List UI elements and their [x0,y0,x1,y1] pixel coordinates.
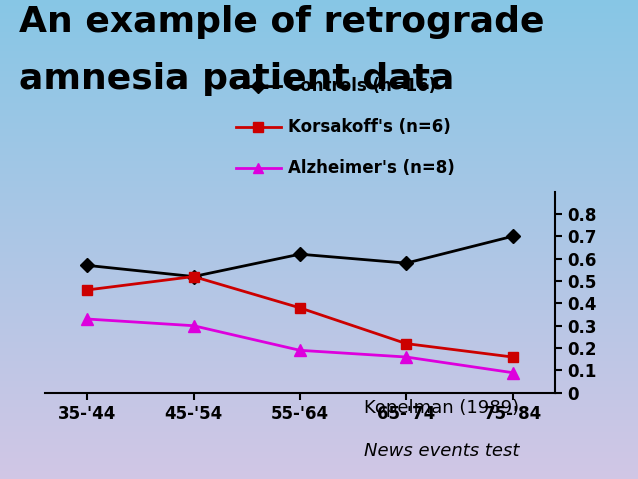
Text: Alzheimer's (n=8): Alzheimer's (n=8) [288,159,455,177]
Text: An example of retrograde: An example of retrograde [19,5,545,39]
Text: News events test: News events test [364,442,519,460]
Text: amnesia patient data: amnesia patient data [19,62,454,96]
Text: Kopelman (1989): Kopelman (1989) [364,399,519,417]
Text: Controls (n=16): Controls (n=16) [288,77,436,95]
Text: Korsakoff's (n=6): Korsakoff's (n=6) [288,118,451,136]
